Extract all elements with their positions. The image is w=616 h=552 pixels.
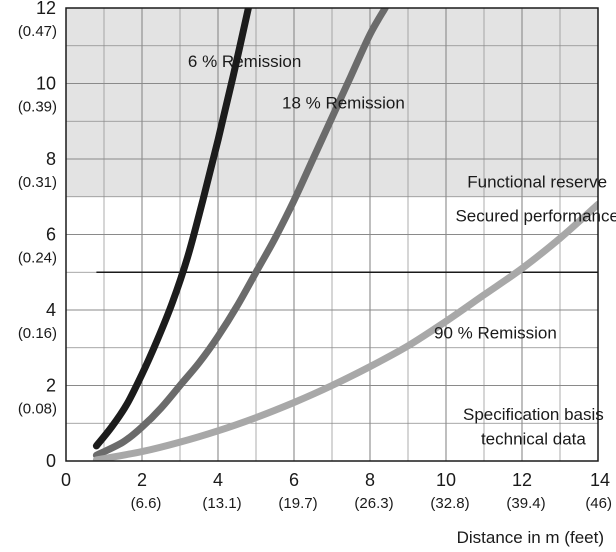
x-tick-label: 6 <box>289 470 299 490</box>
annotations: 6 % Remission 18 % Remission Functional re… <box>188 52 616 449</box>
x-axis-label: Distance in m (feet) <box>457 528 604 547</box>
series-line-1 <box>92 8 252 450</box>
series-layer <box>92 8 598 461</box>
y-tick-sublabel: (0.31) <box>18 174 57 191</box>
x-tick-sublabel: (46) <box>585 495 612 512</box>
y-tick-sublabel: (0.24) <box>18 250 57 267</box>
x-tick-sublabel: (26.3) <box>354 495 393 512</box>
x-tick-sublabel: (32.8) <box>430 495 469 512</box>
annotation-label: Specification basis <box>463 405 604 424</box>
y-tick-sublabel: (0.39) <box>18 99 57 116</box>
x-tick-label: 8 <box>365 470 375 490</box>
y-tick-label: 8 <box>46 149 56 169</box>
annotation-label: Functional reserve <box>467 173 607 192</box>
plot-frame <box>65 7 599 462</box>
y-tick-label: 12 <box>36 0 56 18</box>
y-tick-label: 0 <box>46 451 56 471</box>
x-tick-sublabel: (6.6) <box>131 495 162 512</box>
y-tick-label: 10 <box>36 74 56 94</box>
x-tick-labels: 0 2 (6.6) 4 (13.1) 6 (19.7) 8 (26.3) 10 (32.8) 12 (3… <box>61 470 612 512</box>
y-tick-label: 4 <box>46 300 56 320</box>
series-line-3 <box>92 200 598 461</box>
y-tick-sublabel: (0.16) <box>18 325 57 342</box>
annotation-label: 18 % Remission <box>282 93 405 112</box>
x-tick-sublabel: (13.1) <box>202 495 241 512</box>
x-tick-sublabel: (19.7) <box>278 495 317 512</box>
annotation-label: 6 % Remission <box>188 52 301 71</box>
annotation-label: technical data <box>481 429 586 448</box>
x-tick-label: 10 <box>436 470 456 490</box>
annotation-label: 90 % Remission <box>434 324 557 343</box>
y-tick-label: 2 <box>46 376 56 396</box>
frame-layer <box>65 7 599 462</box>
x-tick-label: 14 <box>590 470 610 490</box>
x-tick-label: 12 <box>512 470 532 490</box>
x-tick-label: 0 <box>61 470 71 490</box>
series-line-2 <box>92 8 389 459</box>
annotation-label: Secured performance <box>455 207 616 226</box>
y-tick-sublabel: (0.47) <box>18 23 57 40</box>
x-tick-label: 2 <box>137 470 147 490</box>
x-tick-sublabel: (39.4) <box>506 495 545 512</box>
y-tick-sublabel: (0.08) <box>18 401 57 418</box>
x-tick-label: 4 <box>213 470 223 490</box>
y-tick-label: 6 <box>46 225 56 245</box>
y-tick-labels: 0 2 (0.08) 4 (0.16) 6 (0.24) 8 (0.31) 10 (0.39) 12 (… <box>18 0 57 471</box>
